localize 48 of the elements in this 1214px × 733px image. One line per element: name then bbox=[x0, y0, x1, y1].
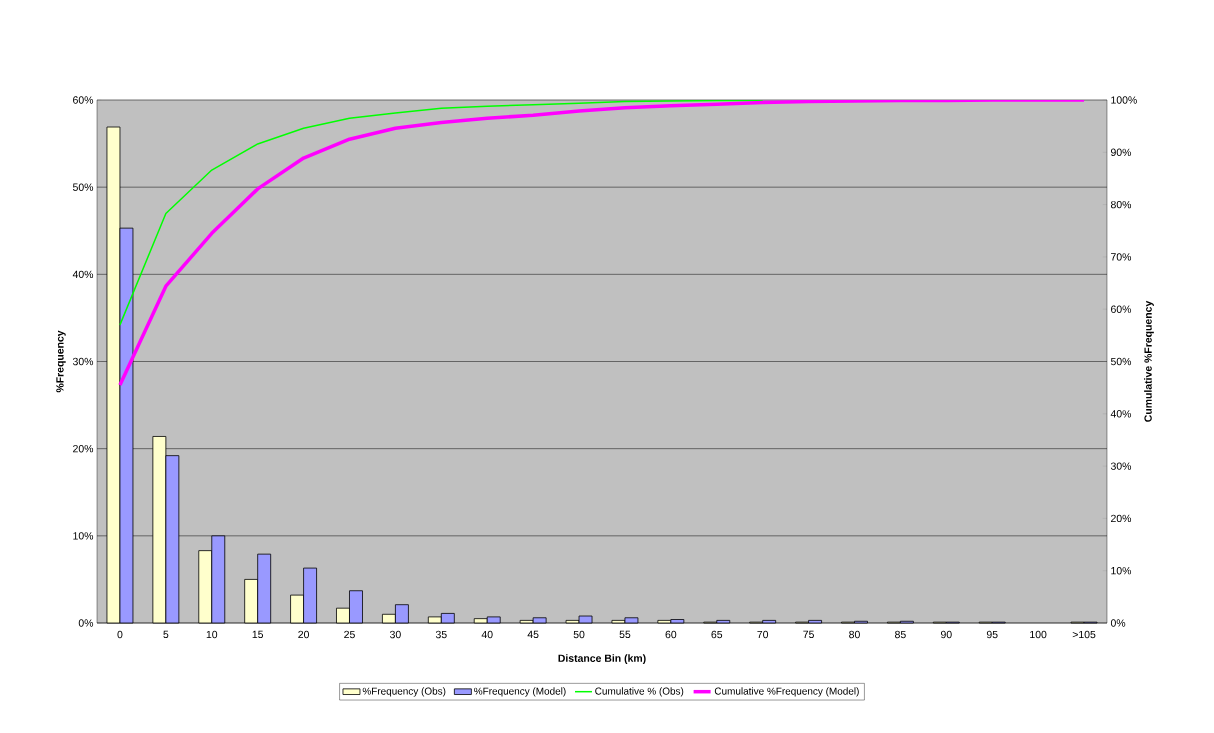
x-tick-label: 70 bbox=[757, 630, 769, 639]
x-tick-label: 80 bbox=[849, 630, 860, 639]
legend-label: Cumulative % (Obs) bbox=[595, 687, 684, 697]
y-tick-label: 50% bbox=[72, 183, 94, 191]
x-tick-label: 55 bbox=[619, 630, 631, 639]
x-tick-label: 100 bbox=[1030, 630, 1047, 639]
y2-tick-label: 100% bbox=[1111, 96, 1137, 104]
legend-label: Cumulative %Frequency (Model) bbox=[714, 687, 859, 697]
x-tick-label: 25 bbox=[344, 630, 355, 639]
x-tick-label: 65 bbox=[711, 630, 723, 639]
x-tick-label: 45 bbox=[527, 630, 539, 639]
legend-label: %Frequency (Obs) bbox=[362, 687, 446, 697]
x-tick-label: 85 bbox=[895, 630, 906, 639]
x-tick-label: 60 bbox=[665, 630, 677, 639]
y-tick-label: 10% bbox=[73, 532, 94, 540]
x-tick-label: 20 bbox=[298, 630, 309, 639]
legend-label: %Frequency (Model) bbox=[474, 687, 566, 697]
y-tick-label: 30% bbox=[72, 357, 94, 366]
x-tick-label: 10 bbox=[206, 630, 218, 639]
y2-tick-label: 70% bbox=[1111, 253, 1132, 261]
y2-tick-label: 50% bbox=[1110, 357, 1132, 366]
x-axis-title: Distance Bin (km) bbox=[558, 654, 646, 665]
x-tick-label: 0 bbox=[117, 630, 123, 639]
y2-tick-label: 60% bbox=[1111, 305, 1132, 313]
x-tick-label: 30 bbox=[389, 630, 401, 639]
x-tick-label: 40 bbox=[481, 630, 493, 639]
y-tick-label: 60% bbox=[73, 96, 94, 104]
line-series bbox=[119, 99, 764, 326]
y-tick-label: 0% bbox=[78, 619, 94, 627]
x-tick-label: 90 bbox=[940, 630, 952, 639]
x-tick-label: 15 bbox=[252, 630, 264, 639]
x-tick-label: 75 bbox=[803, 630, 814, 639]
y2-tick-label: 90% bbox=[1110, 148, 1132, 156]
x-tick-label: 95 bbox=[986, 630, 998, 639]
y2-axis-title: Cumulative %Frequency bbox=[1144, 300, 1154, 422]
y2-tick-label: 10% bbox=[1111, 567, 1132, 575]
x-tick-label: >105 bbox=[1072, 630, 1096, 639]
y2-tick-label: 0% bbox=[1110, 619, 1126, 627]
y2-tick-label: 40% bbox=[1110, 410, 1132, 418]
y-tick-label: 40% bbox=[72, 270, 94, 279]
x-tick-label: 50 bbox=[573, 630, 585, 639]
x-tick-label: 5 bbox=[163, 630, 169, 639]
x-tick-label: 35 bbox=[435, 630, 447, 639]
y-axis-title: %Frequency bbox=[56, 330, 66, 393]
y2-tick-label: 80% bbox=[1110, 200, 1132, 209]
y2-tick-label: 30% bbox=[1110, 462, 1132, 470]
y2-tick-label: 20% bbox=[1111, 514, 1132, 523]
y-tick-label: 20% bbox=[73, 444, 94, 453]
